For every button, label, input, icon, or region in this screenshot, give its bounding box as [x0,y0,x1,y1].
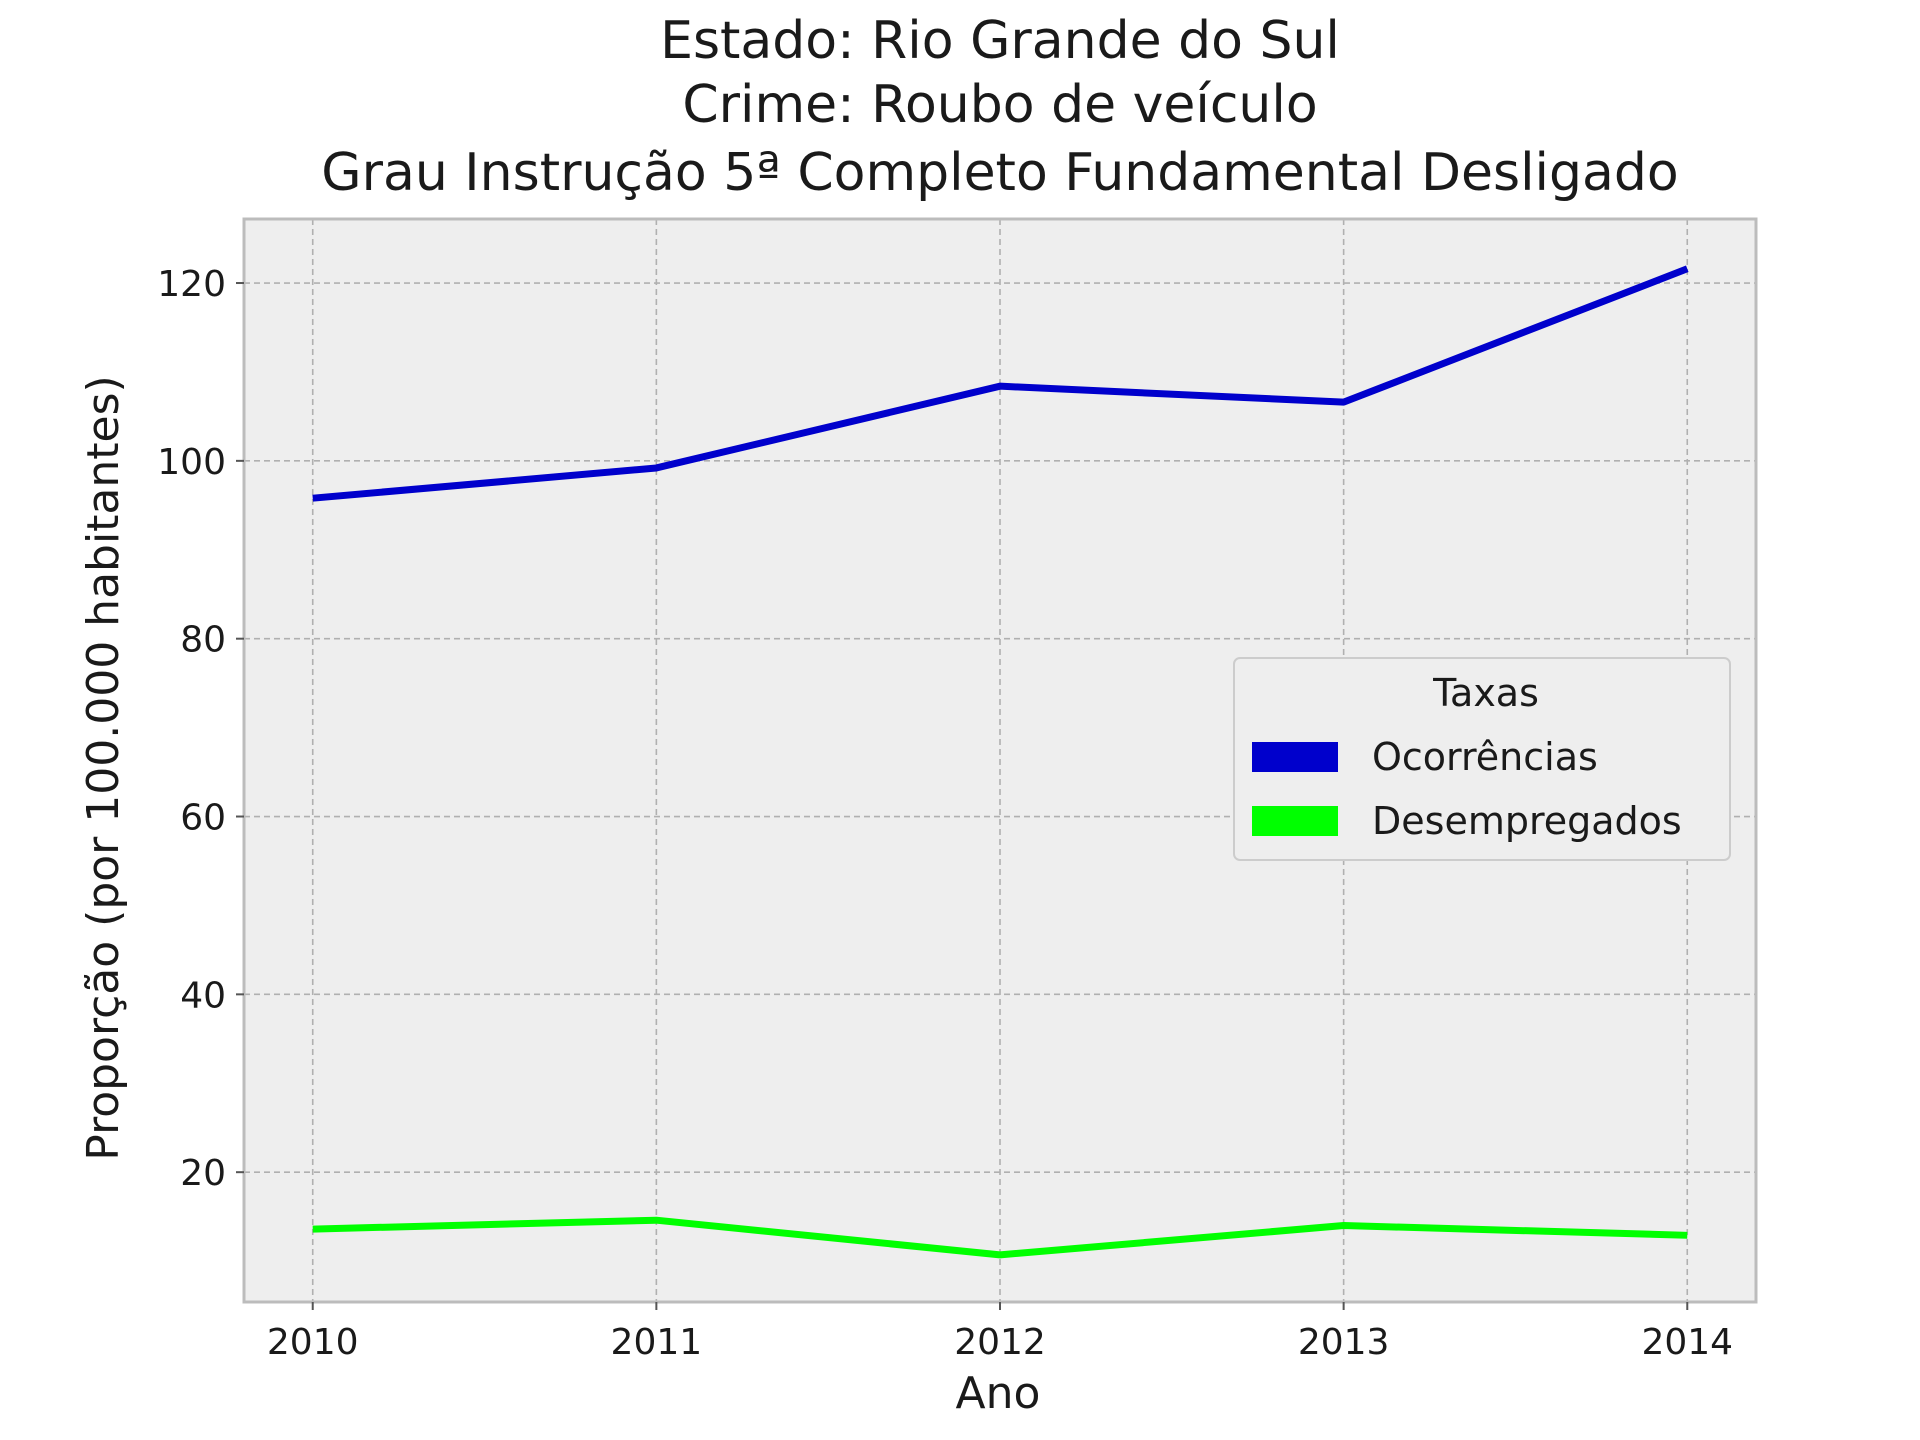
legend-label-ocorrencias: Ocorrências [1372,735,1598,779]
y-tick-label-40: 40 [180,975,226,1016]
y-tick-label-60: 60 [180,798,226,839]
x-axis-label: Ano [956,1368,1041,1419]
title-line-1: Estado: Rio Grande do Sul [660,11,1340,71]
legend-title: Taxas [1432,671,1539,715]
y-tick-label-20: 20 [180,1153,226,1194]
x-tick-label-2010: 2010 [267,1322,359,1363]
chart-title: Estado: Rio Grande do Sul Crime: Roubo d… [321,11,1678,203]
title-line-3: Grau Instrução 5ª Completo Fundamental D… [321,143,1678,203]
legend-swatch-desempregados [1252,806,1338,836]
y-axis-label: Proporção (por 100.000 habitantes) [78,375,129,1160]
x-tick-label-2013: 2013 [1298,1322,1390,1363]
legend-label-desempregados: Desempregados [1372,799,1682,843]
x-tick-label-2012: 2012 [954,1322,1046,1363]
legend-swatch-ocorrencias [1252,742,1338,772]
x-tick-label-2011: 2011 [611,1322,703,1363]
series-lines [312,265,1689,1259]
x-axis-ticks: 2010 2011 2012 2013 2014 [267,1302,1733,1363]
y-tick-label-100: 100 [157,442,226,483]
series-line-desempregados [312,1216,1688,1259]
x-tick-label-2014: 2014 [1641,1322,1733,1363]
y-axis-ticks: 20 40 60 80 100 120 [157,264,244,1194]
title-line-2: Crime: Roubo de veículo [682,75,1317,135]
y-tick-label-80: 80 [180,620,226,661]
y-tick-label-120: 120 [157,264,226,305]
series-line-ocorrencias [312,265,1689,502]
legend: Taxas Ocorrências Desempregados [1233,657,1731,861]
legend-box [1233,657,1731,861]
